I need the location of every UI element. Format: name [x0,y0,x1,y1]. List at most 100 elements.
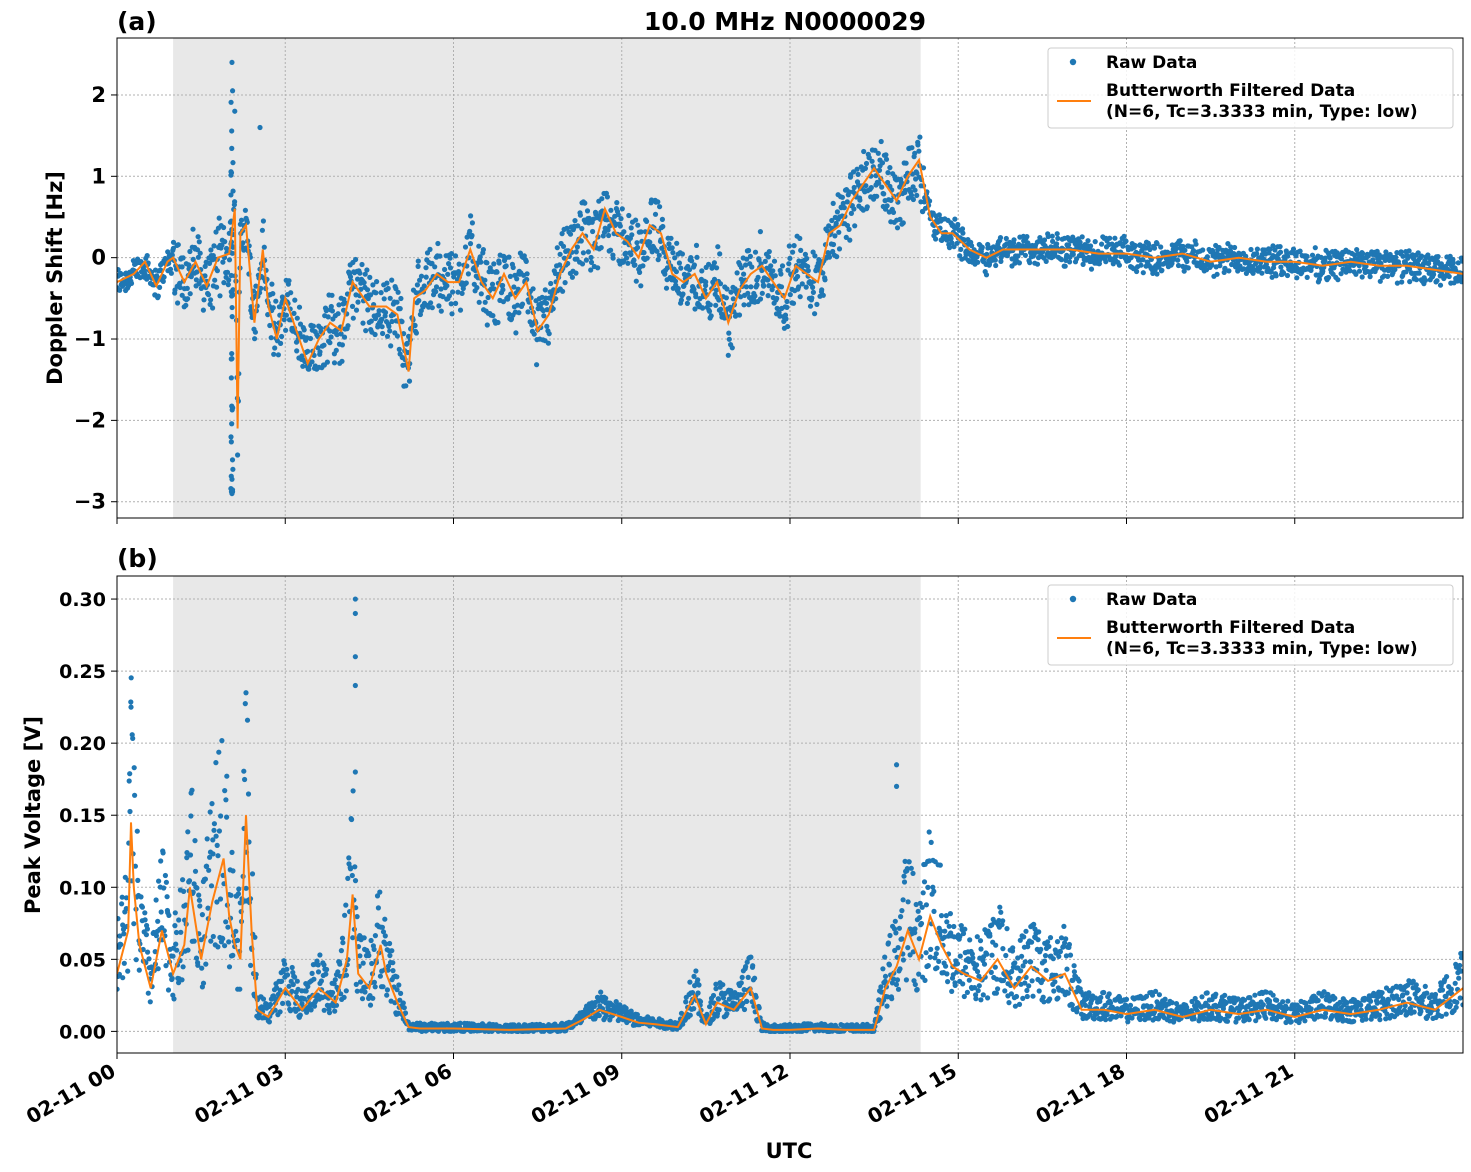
raw-point [469,220,475,226]
raw-point [713,287,719,293]
raw-point [1416,270,1422,276]
raw-point [242,207,248,213]
raw-point [748,954,754,960]
raw-point [632,262,638,268]
raw-point [791,243,797,249]
raw-point [350,315,356,321]
raw-point [1062,940,1068,946]
y-tick-label: 0 [91,246,106,270]
raw-point [530,286,536,292]
raw-point [276,304,282,310]
raw-point [171,996,177,1002]
raw-point [187,852,194,858]
raw-point [1041,237,1048,243]
raw-point [161,274,167,280]
raw-point [445,271,451,277]
raw-point [1022,959,1028,965]
raw-point [720,982,726,988]
raw-point [208,297,214,303]
raw-point [310,323,316,329]
raw-point [423,274,429,280]
raw-point [988,969,994,976]
raw-point [979,244,985,250]
raw-point [736,312,743,318]
raw-point [389,948,395,954]
raw-point [628,251,634,258]
raw-point [187,291,193,297]
raw-point [243,885,249,891]
raw-point [118,271,124,277]
raw-point [912,981,918,988]
raw-point [531,331,537,337]
raw-point [534,362,540,368]
raw-point [387,940,393,947]
raw-point [173,941,179,947]
raw-point [384,280,390,286]
raw-point [127,808,133,815]
raw-point [412,322,418,329]
raw-point [946,923,952,929]
raw-point [438,286,444,292]
raw-point [713,981,719,987]
raw-point [938,928,944,934]
raw-point [1432,264,1438,270]
raw-point [357,979,364,985]
raw-point [833,220,839,226]
raw-point [844,199,850,205]
raw-point [892,947,898,954]
raw-point [1254,246,1260,252]
raw-point [606,232,612,239]
legend-a: Raw Data Butterworth Filtered Data (N=6,… [1047,47,1454,129]
legend-filtered-params-a: (N=6, Tc=3.3333 min, Type: low) [1106,102,1418,122]
raw-point [367,274,373,280]
raw-point [210,933,216,940]
raw-point [1045,233,1051,240]
raw-point [340,940,346,946]
raw-point [119,901,125,907]
raw-point [184,855,190,861]
raw-point [836,246,843,252]
raw-point [1112,235,1118,241]
raw-point [457,307,464,313]
raw-point [711,260,718,266]
raw-point [1029,978,1035,984]
raw-point [191,938,197,944]
raw-point [1024,993,1030,1000]
raw-point [992,257,998,263]
raw-point [257,124,263,131]
raw-point [633,278,639,284]
raw-point [1260,1002,1266,1008]
raw-point [383,941,389,947]
raw-point [978,997,984,1003]
raw-point [195,962,201,968]
raw-point [117,267,121,273]
raw-point [196,897,202,903]
raw-point [1050,956,1056,962]
y-tick-label: −3 [74,490,106,514]
raw-point [1277,244,1283,250]
raw-point [727,304,733,310]
raw-point [1241,266,1247,272]
raw-point [1256,1014,1262,1020]
raw-point [907,952,913,958]
raw-point [127,771,133,777]
raw-point [826,254,833,260]
raw-point [696,982,702,988]
raw-point [510,264,516,271]
raw-point [872,147,878,153]
raw-point [680,1021,686,1027]
raw-point [1150,270,1156,276]
raw-point [941,934,948,940]
raw-point [210,305,216,311]
raw-point [993,990,1000,996]
raw-point [1048,244,1054,250]
raw-point [118,941,124,948]
raw-point [743,964,749,970]
raw-point [155,918,161,924]
raw-point [634,240,640,246]
raw-point [863,183,869,189]
raw-point [659,216,666,222]
raw-point [133,957,139,963]
raw-point [284,966,290,972]
raw-point [400,1000,406,1006]
